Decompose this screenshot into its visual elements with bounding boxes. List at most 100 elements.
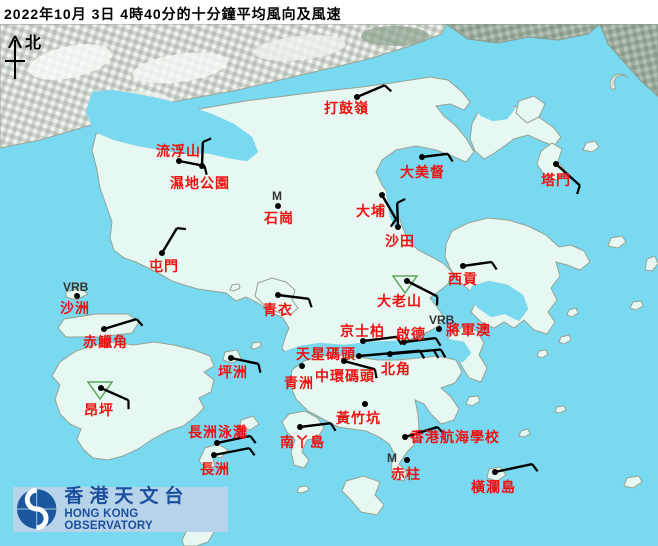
station-dot: [74, 293, 80, 299]
station-tates-cairn: 大老山: [377, 275, 439, 310]
station-dot: [228, 355, 234, 361]
title-bar: 2022年10月 3日 4時40分的十分鐘平均風向及風速: [0, 0, 658, 24]
station-label: 西貢: [448, 272, 478, 288]
wind-barb-feather: [257, 363, 262, 373]
wind-barb-feather: [531, 463, 539, 472]
station-sha-chau: VRB 沙洲: [60, 280, 90, 317]
station-label: 黃竹坑: [335, 410, 381, 427]
station-dot: [214, 440, 220, 446]
small-island: [607, 235, 627, 249]
small-island: [629, 300, 644, 311]
small-island: [296, 485, 310, 494]
landmass-po-toi: [341, 475, 385, 516]
station-dot: [98, 385, 104, 391]
station-north-point: 北角: [381, 348, 447, 378]
station-kings-park: 京士柏: [340, 323, 403, 346]
station-tai-mei-tuk: 大美督: [400, 152, 454, 181]
wind-barb-shaft: [362, 335, 397, 343]
station-dot: [402, 434, 408, 440]
station-dot: [341, 358, 347, 364]
wind-barb-feather: [249, 435, 257, 444]
station-shek-kong: M 石崗: [263, 189, 294, 227]
wind-barb-feather: [439, 349, 447, 358]
hko-logo-mark: [16, 487, 57, 531]
station-chek-lap-kok: 赤鱲角: [83, 317, 144, 351]
wind-barb-shaft: [494, 462, 533, 474]
station-dot: [101, 326, 107, 332]
mountain-station-triangle: [391, 275, 419, 295]
station-sai-kung: 西貢: [448, 260, 498, 288]
station-marker-vrb: VRB: [63, 280, 89, 294]
small-island: [250, 341, 262, 350]
station-central-pier: 中環碼頭: [315, 358, 378, 385]
logo-chinese: 香港天文台: [64, 486, 190, 507]
station-ta-kwu-ling: 打鼓嶺: [324, 84, 393, 117]
small-island: [465, 395, 481, 407]
small-island: [229, 283, 241, 292]
starling-inlet: [473, 94, 516, 122]
station-label: 將軍澳: [446, 322, 491, 339]
logo-english: HONG KONG OBSERVATORY: [64, 508, 153, 532]
wind-barb-feather: [396, 197, 406, 204]
station-tsing-yi: 青衣: [263, 292, 313, 319]
wind-barb-shaft: [200, 141, 205, 167]
station-label: 昂坪: [84, 403, 114, 419]
station-marker-m: M: [272, 189, 282, 203]
wind-barb-shaft: [230, 356, 259, 365]
station-label: 赤鱲角: [83, 334, 128, 351]
station-stanley: M赤柱: [387, 451, 421, 483]
station-ngong-ping: 昂坪: [84, 381, 130, 419]
station-label: 大老山: [377, 293, 422, 310]
station-dot: [297, 424, 303, 430]
station-label: 石崗: [263, 210, 294, 227]
wind-barb-feather: [202, 137, 212, 144]
station-tap-mun: 塔門: [541, 161, 581, 195]
small-island: [558, 334, 572, 345]
station-dot: [553, 161, 559, 167]
station-label: 沙洲: [60, 301, 90, 317]
wind-barb-feather: [436, 426, 445, 435]
wind-barb-feather: [383, 84, 393, 93]
station-label: 天星碼頭: [296, 347, 356, 363]
station-dot: [299, 363, 305, 369]
station-dot: [436, 326, 442, 332]
small-island: [554, 405, 567, 414]
wind-barb-shaft: [160, 227, 178, 254]
landmass-cheung-chau: [198, 443, 229, 471]
north-arrow: [5, 35, 25, 79]
wind-barb-shaft: [100, 386, 129, 402]
station-kai-tak: 啟德: [396, 326, 442, 347]
wind-barb-shaft: [356, 84, 386, 99]
station-waglan-island: 橫瀾島: [471, 462, 539, 496]
station-dot: [159, 250, 165, 256]
station-label: 北角: [381, 361, 411, 378]
tolo-harbour: [379, 149, 530, 207]
small-island: [644, 255, 658, 272]
urban-highlight: [28, 44, 112, 80]
station-dot: [360, 338, 366, 344]
station-label: 屯門: [149, 258, 179, 275]
wind-barb-shaft: [277, 293, 309, 300]
station-label: 長洲泳灘: [188, 424, 248, 441]
urban-highlight: [132, 52, 228, 84]
station-tai-po: 大埔: [356, 192, 398, 228]
wind-barb-feather: [434, 337, 442, 347]
station-label: 京士柏: [340, 323, 385, 340]
landmass-hills-top: [444, 23, 602, 44]
station-marker-vrb: VRB: [429, 313, 455, 327]
station-label: 赤柱: [391, 466, 421, 483]
wind-barb-shaft: [421, 152, 448, 159]
wind-barb-shaft: [103, 317, 137, 331]
station-dot: [460, 263, 466, 269]
logo-swirl: [24, 487, 49, 531]
station-hk-sea-school: 香港航海學校: [402, 425, 499, 446]
station-dot: [354, 94, 360, 100]
station-lamma-island: 南丫島: [280, 422, 337, 451]
wind-barb-feather: [135, 318, 144, 327]
wind-barb-shaft: [213, 446, 250, 457]
station-dot: [395, 224, 401, 230]
small-island: [518, 428, 531, 438]
wind-barb-shaft: [216, 434, 251, 445]
